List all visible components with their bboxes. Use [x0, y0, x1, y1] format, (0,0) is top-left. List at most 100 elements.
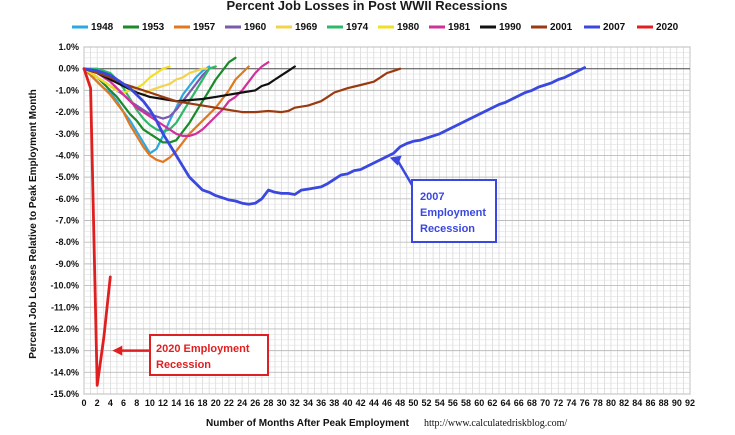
x-tick-label: 42: [356, 398, 366, 408]
x-tick-label: 30: [277, 398, 287, 408]
legend-label-2020: 2020: [656, 22, 679, 33]
x-tick-label: 56: [448, 398, 458, 408]
legend: 1948 1953 1957 1960 1969 1974 1980 1981 1990 2001…: [72, 22, 679, 33]
legend-label-1969: 1969: [295, 22, 318, 33]
y-tick-label: -14.0%: [50, 367, 79, 377]
y-axis-ticks: 1.0% 0.0% -1.0% -2.0% -3.0% -4.0% -5.0% -6.0% -7…: [50, 42, 79, 399]
y-tick-label: -12.0%: [50, 324, 79, 334]
source-url: http://www.calculatedriskblog.com/: [424, 418, 567, 429]
x-tick-label: 64: [501, 398, 511, 408]
x-tick-label: 86: [645, 398, 655, 408]
x-tick-label: 62: [487, 398, 497, 408]
x-tick-label: 84: [632, 398, 642, 408]
legend-label-1990: 1990: [499, 22, 522, 33]
x-tick-label: 22: [224, 398, 234, 408]
legend-label-1948: 1948: [91, 22, 114, 33]
x-tick-label: 4: [108, 398, 113, 408]
x-tick-label: 18: [198, 398, 208, 408]
legend-label-1953: 1953: [142, 22, 165, 33]
legend-label-2007: 2007: [603, 22, 626, 33]
legend-label-1957: 1957: [193, 22, 216, 33]
series-lines: [82, 56, 586, 387]
series-line-2001: [82, 67, 402, 114]
x-tick-label: 90: [672, 398, 682, 408]
annotation-2020-line-2: Recession: [156, 359, 211, 371]
legend-label-2001: 2001: [550, 22, 573, 33]
annotation-2007-line-1: 2007: [420, 191, 444, 203]
x-tick-label: 6: [121, 398, 126, 408]
y-axis-label: Percent Job Losses Relative to Peak Empl…: [28, 89, 39, 359]
legend-label-1974: 1974: [346, 22, 369, 33]
y-tick-label: -10.0%: [50, 281, 79, 291]
legend-label-1981: 1981: [448, 22, 471, 33]
x-tick-label: 52: [422, 398, 432, 408]
series-line-1981: [82, 61, 270, 137]
x-tick-label: 26: [250, 398, 260, 408]
x-tick-label: 38: [329, 398, 339, 408]
x-tick-label: 14: [171, 398, 181, 408]
annotation-2007-arrowhead: [389, 155, 402, 166]
series-line-1980: [82, 65, 171, 94]
x-tick-label: 40: [342, 398, 352, 408]
x-tick-label: 34: [303, 398, 313, 408]
y-tick-label: 0.0%: [58, 64, 79, 74]
x-tick-label: 20: [211, 398, 221, 408]
x-tick-label: 44: [369, 398, 379, 408]
y-tick-label: -1.0%: [55, 85, 79, 95]
y-tick-label: -9.0%: [55, 259, 79, 269]
x-tick-label: 72: [553, 398, 563, 408]
x-tick-label: 68: [527, 398, 537, 408]
y-tick-label: -8.0%: [55, 237, 79, 247]
series-line-1957: [82, 65, 250, 163]
annotation-2020-arrowhead: [112, 345, 123, 356]
series-line-1953: [82, 56, 237, 144]
x-tick-label: 28: [263, 398, 273, 408]
x-tick-label: 48: [395, 398, 405, 408]
x-axis-label: Number of Months After Peak Employment: [206, 418, 410, 429]
x-tick-label: 74: [566, 398, 576, 408]
x-tick-label: 80: [606, 398, 616, 408]
y-tick-label: -3.0%: [55, 129, 79, 139]
x-tick-label: 60: [474, 398, 484, 408]
y-tick-label: -15.0%: [50, 389, 79, 399]
x-tick-label: 70: [540, 398, 550, 408]
legend-label-1960: 1960: [244, 22, 267, 33]
y-tick-label: -2.0%: [55, 107, 79, 117]
chart-title: Percent Job Losses in Post WWII Recessio…: [226, 0, 507, 13]
y-tick-label: -11.0%: [51, 302, 79, 312]
x-tick-label: 16: [184, 398, 194, 408]
x-tick-label: 12: [158, 398, 168, 408]
x-tick-label: 88: [659, 398, 669, 408]
x-tick-label: 24: [237, 398, 247, 408]
y-tick-label: -6.0%: [55, 194, 79, 204]
x-tick-label: 0: [81, 398, 86, 408]
y-tick-label: -4.0%: [55, 150, 79, 160]
y-tick-label: -7.0%: [55, 216, 79, 226]
x-tick-label: 32: [290, 398, 300, 408]
y-tick-label: 1.0%: [58, 42, 79, 52]
x-axis-ticks: 0 2 4 6 8 10 12 14 16 18 20 22 24 26 28 30 32 34 36 38 40 42 4…: [81, 398, 695, 408]
annotation-2020-box: [149, 334, 269, 376]
x-tick-label: 2: [95, 398, 100, 408]
series-line-2020: [82, 67, 112, 387]
x-tick-label: 8: [134, 398, 139, 408]
series-line-1974: [82, 65, 217, 133]
annotation-2007-arrow: [396, 159, 414, 186]
series-line-1990: [82, 65, 296, 103]
y-tick-label: -5.0%: [55, 172, 79, 182]
y-tick-label: -13.0%: [50, 346, 79, 356]
annotation-2020: 2020 Employment Recession: [112, 334, 269, 376]
annotation-2007-line-2: Employment: [420, 207, 486, 219]
legend-label-1980: 1980: [397, 22, 420, 33]
annotation-2020-line-1: 2020 Employment: [156, 343, 250, 355]
x-tick-label: 76: [580, 398, 590, 408]
x-tick-label: 66: [514, 398, 524, 408]
x-tick-label: 92: [685, 398, 695, 408]
x-tick-label: 58: [461, 398, 471, 408]
x-tick-label: 50: [408, 398, 418, 408]
x-tick-label: 78: [593, 398, 603, 408]
x-tick-label: 54: [435, 398, 445, 408]
annotation-2007-line-3: Recession: [420, 223, 475, 235]
annotation-2007: 2007 Employment Recession: [389, 155, 497, 243]
